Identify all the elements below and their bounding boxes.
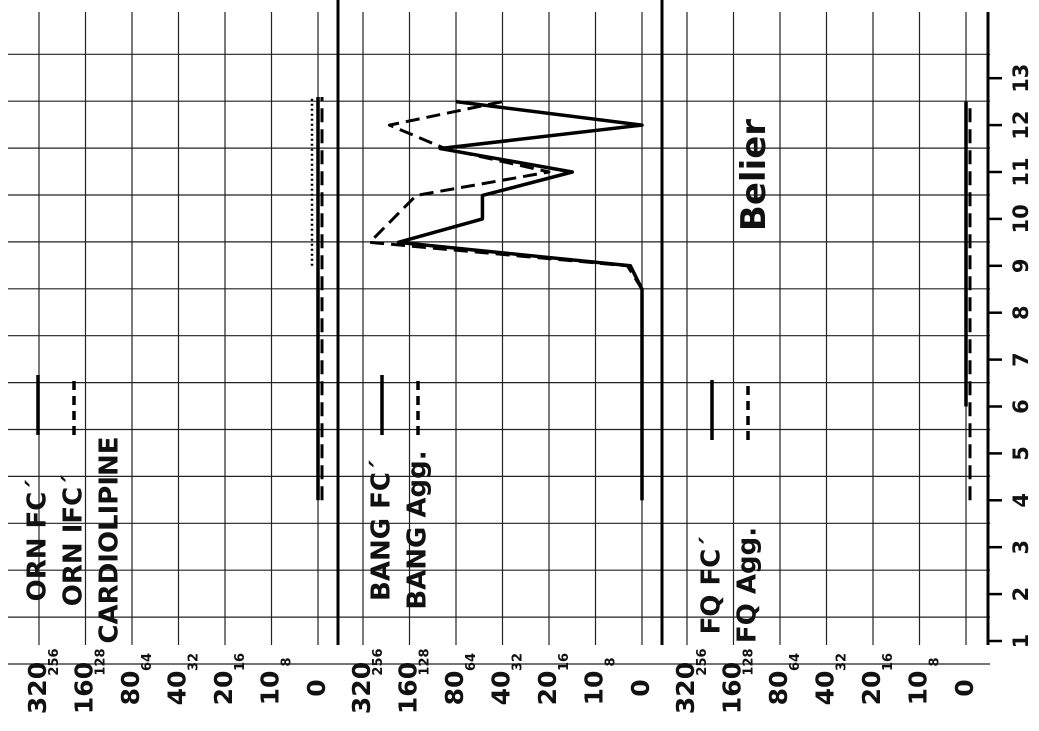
y-tick-label: 160 [718,662,747,714]
x-tick-label: 2 [1009,587,1033,602]
x-tick-label: 5 [1009,446,1033,461]
legend-label: FQ FC´ [697,536,727,635]
y-tick-label-minor: 256 [695,648,710,675]
y-tick-label: 10 [904,671,933,706]
y-tick-label-minor: 16 [881,653,896,671]
y-tick-label: 160 [394,662,423,714]
x-tick-label: 6 [1009,399,1033,414]
y-tick-label: 40 [163,671,192,706]
panel-separators [336,0,664,645]
y-tick-label: 160 [70,662,99,714]
x-tick-label: 4 [1009,493,1033,508]
y-tick-label-minor: 64 [788,653,803,671]
series-line-bang-0 [396,99,644,501]
legend-label: CARDIOLIPINE [95,436,125,643]
series-line-bang-1 [368,100,644,501]
x-tick-label: 8 [1009,305,1033,320]
y-tick-label: 0 [302,679,331,696]
y-tick-label: 40 [487,671,516,706]
y-tick-label: 0 [950,679,979,696]
x-tick-label: 13 [1009,64,1033,93]
y-tick-label-minor: 8 [927,657,942,666]
x-tick-label: 7 [1009,352,1033,367]
y-tick-label: 40 [811,671,840,706]
y-tick-label: 320 [671,662,700,714]
y-tick-label: 320 [23,662,52,714]
x-tick-label: 10 [1009,204,1033,233]
y-tick-label: 20 [533,671,562,706]
y-tick-label-minor: 32 [186,653,201,671]
legend-label: BANG FC´ [367,459,397,601]
x-tick-label: 11 [1009,157,1033,186]
y-tick-label-minor: 64 [464,653,479,671]
series-group [310,96,972,501]
legend-label: BANG Agg. [403,450,433,609]
y-tick-label-minor: 256 [47,648,62,675]
y-tick-label: 80 [764,671,793,706]
legend-label: ORN IFC´ [59,474,89,606]
legend-label: FQ Agg. [733,527,763,643]
y-tick-label-minor: 8 [279,657,294,666]
y-tick-label-minor: 128 [93,648,108,675]
y-tick-label: 80 [440,671,469,706]
y-tick-label-minor: 16 [233,653,248,671]
grid [8,12,990,665]
x-tick-label: 12 [1009,110,1033,139]
y-tick-label: 0 [626,679,655,696]
chart-title: Belier [734,119,774,231]
y-tick-label: 10 [256,671,285,706]
y-tick-label-minor: 256 [371,648,386,675]
y-tick-label-minor: 32 [510,653,525,671]
legends: ORN FC´ ORN IFC´ CARDIOLIPINE BANG FC´ BANG … [23,375,763,644]
x-tick-label: 9 [1009,258,1033,273]
y-tick-label-minor: 128 [417,648,432,675]
y-tick-label: 80 [116,671,145,706]
y-tick-label-minor: 64 [140,653,155,671]
y-tick-label: 20 [857,671,886,706]
x-tick-label: 1 [1009,634,1033,649]
y-tick-label: 20 [209,671,238,706]
y-tick-label-minor: 32 [834,653,849,671]
y-tick-label-minor: 8 [603,657,618,666]
legend-label: ORN FC´ [23,479,53,602]
y-tick-label: 10 [580,671,609,706]
x-tick-label: 3 [1009,540,1033,555]
y-tick-label: 320 [347,662,376,714]
y-tick-label-minor: 16 [557,653,572,671]
y-tick-label-minor: 128 [741,648,756,675]
